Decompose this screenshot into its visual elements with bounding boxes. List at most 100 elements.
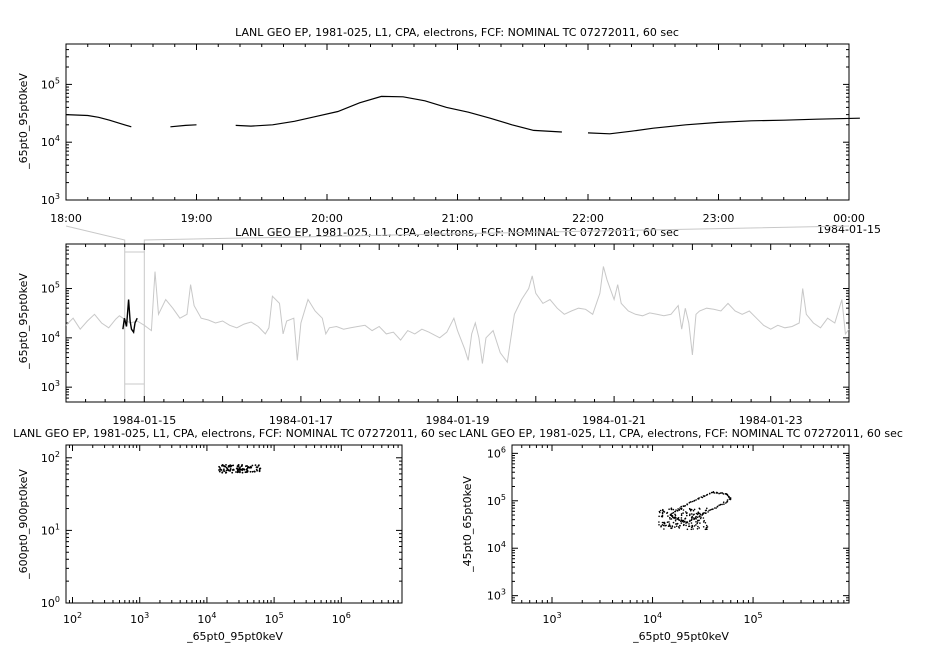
bottom-right-point bbox=[680, 505, 682, 508]
bottom-right-point bbox=[688, 523, 690, 525]
bottom-left-xtick-label: 102 bbox=[63, 611, 82, 626]
bottom-left-point bbox=[249, 470, 252, 473]
bottom-right-point bbox=[715, 507, 717, 509]
top-panel-ytick-label: 105 bbox=[41, 76, 60, 91]
bottom-right-point bbox=[693, 508, 696, 511]
bottom-right-point bbox=[682, 524, 685, 527]
bottom-right-point bbox=[668, 523, 671, 525]
bottom-left-point bbox=[218, 470, 221, 473]
bottom-left-point bbox=[248, 466, 251, 469]
top-panel-series-segment-2 bbox=[235, 95, 562, 133]
bottom-right-point bbox=[670, 514, 672, 516]
bottom-right-point bbox=[663, 511, 666, 513]
bottom-right-point bbox=[702, 521, 705, 523]
bottom-left-point bbox=[229, 464, 232, 467]
bottom-right-point bbox=[718, 492, 720, 495]
bottom-left-point bbox=[235, 471, 237, 473]
bottom-left-point bbox=[237, 466, 240, 468]
bottom-right-point bbox=[698, 519, 700, 522]
bottom-right-ytick-label: 105 bbox=[487, 493, 506, 508]
bottom-right-point bbox=[660, 525, 662, 528]
bottom-left-point bbox=[243, 468, 246, 471]
bottom-right-point bbox=[718, 504, 720, 507]
bottom-right-point bbox=[729, 497, 732, 500]
bottom-left-point bbox=[223, 470, 226, 472]
bottom-right-point bbox=[702, 526, 705, 528]
bottom-right-point bbox=[676, 509, 679, 512]
bottom-right-point bbox=[667, 515, 669, 517]
middle-panel-xtick-label: 1984-01-17 bbox=[269, 414, 333, 427]
bottom-right-point bbox=[669, 525, 671, 527]
bottom-right-point bbox=[691, 500, 694, 503]
bottom-right-point bbox=[690, 516, 693, 519]
bottom-right-point bbox=[700, 516, 702, 518]
bottom-right-point bbox=[693, 500, 695, 502]
bottom-right-point bbox=[675, 516, 677, 519]
bottom-right-point bbox=[706, 507, 708, 510]
top-panel-xtick-label: 23:00 bbox=[703, 212, 735, 225]
bottom-right-point bbox=[686, 503, 688, 505]
bottom-right-point bbox=[678, 519, 680, 522]
bottom-right-point bbox=[671, 515, 673, 517]
bottom-right-point bbox=[698, 527, 700, 529]
bottom-right-point bbox=[685, 524, 687, 527]
bottom-right-point bbox=[675, 509, 677, 511]
bottom-right-point bbox=[678, 508, 681, 511]
bottom-right-point bbox=[669, 518, 671, 520]
bottom-right-point bbox=[672, 511, 675, 514]
bottom-right-point bbox=[689, 508, 691, 511]
bottom-left-point bbox=[254, 464, 257, 466]
bottom-left-point bbox=[255, 468, 258, 471]
top-panel-series-segment-0 bbox=[65, 114, 132, 128]
bottom-right-point bbox=[713, 492, 716, 494]
bottom-right-point bbox=[688, 502, 691, 504]
bottom-right-point bbox=[695, 524, 697, 526]
middle-panel-xtick-label: 1984-01-15 bbox=[112, 414, 176, 427]
bottom-right-panel-title: LANL GEO EP, 1981-025, L1, CPA, electron… bbox=[459, 427, 903, 440]
bottom-left-point bbox=[219, 468, 222, 471]
bottom-right-point bbox=[675, 518, 677, 520]
bottom-right-point bbox=[727, 495, 730, 498]
bottom-right-point bbox=[705, 528, 707, 530]
bottom-left-point bbox=[239, 466, 241, 469]
bottom-right-point bbox=[703, 512, 705, 514]
bottom-right-point bbox=[678, 527, 681, 529]
bottom-left-ylabel: _600pt0_900pt0keV bbox=[17, 469, 30, 580]
bottom-right-point bbox=[682, 505, 685, 507]
bottom-right-point bbox=[693, 518, 696, 520]
bottom-right-point bbox=[658, 521, 660, 523]
bottom-right-point bbox=[714, 507, 716, 509]
bottom-right-point bbox=[699, 517, 702, 520]
bottom-right-point bbox=[658, 510, 661, 513]
bottom-right-point bbox=[663, 523, 666, 525]
bottom-right-ylabel: _45pt0_65pt0keV bbox=[461, 476, 474, 573]
top-panel-xtick-label: 20:00 bbox=[311, 212, 343, 225]
bottom-right-point bbox=[729, 498, 732, 501]
top-panel-xtick-label: 18:00 bbox=[50, 212, 82, 225]
bottom-left-point bbox=[245, 465, 247, 468]
bottom-right-point bbox=[689, 513, 691, 515]
bottom-left-point bbox=[255, 466, 258, 468]
bottom-right-point bbox=[695, 499, 697, 501]
bottom-right-point bbox=[719, 492, 722, 494]
top-panel-xtick-label: 22:00 bbox=[572, 212, 604, 225]
bottom-right-point bbox=[715, 492, 718, 494]
bottom-right-point bbox=[705, 494, 708, 496]
bottom-right-point bbox=[663, 528, 665, 530]
bottom-right-point bbox=[709, 509, 712, 511]
bottom-left-ytick-label: 100 bbox=[41, 595, 60, 610]
bottom-right-xtick-label: 105 bbox=[744, 611, 763, 626]
bottom-left-xtick-label: 105 bbox=[265, 611, 284, 626]
bottom-right-point bbox=[658, 524, 660, 526]
bottom-right-point bbox=[700, 496, 703, 498]
bottom-right-point bbox=[672, 516, 674, 519]
bottom-right-point bbox=[659, 509, 662, 512]
bottom-right-point bbox=[679, 524, 681, 527]
bottom-right-point bbox=[682, 509, 685, 511]
top-panel-xtick-label: 19:00 bbox=[181, 212, 213, 225]
bottom-right-point bbox=[670, 507, 673, 510]
bottom-right-point bbox=[697, 512, 699, 514]
bottom-left-point bbox=[250, 465, 252, 468]
bottom-right-point bbox=[708, 492, 711, 495]
